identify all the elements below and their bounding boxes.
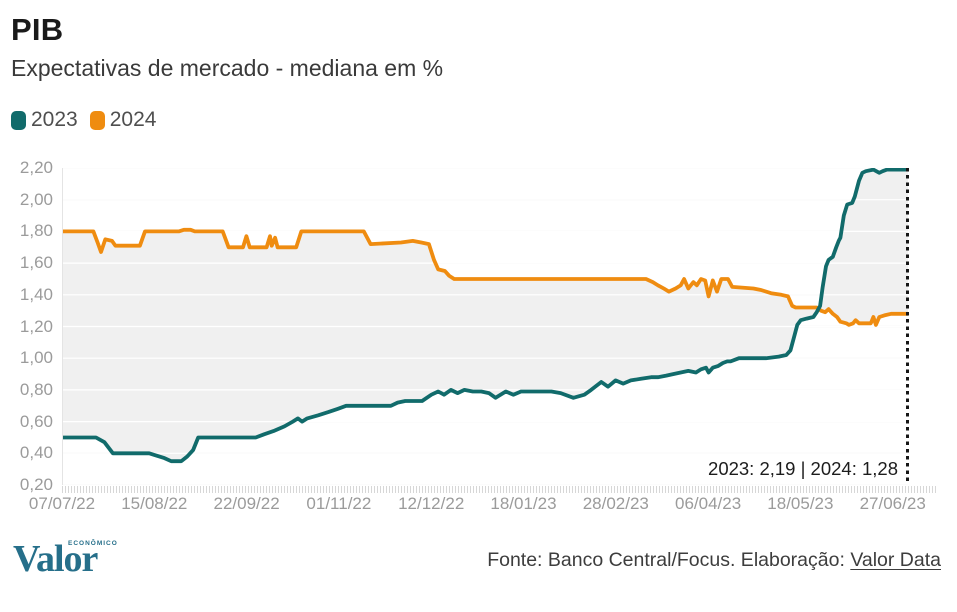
- y-tick-label: 0,40: [19, 443, 53, 463]
- y-tick-label: 1,40: [19, 284, 53, 304]
- x-tick-label: 07/07/22: [28, 494, 96, 513]
- plot-svg: [63, 168, 908, 485]
- y-tick-label: 0,80: [19, 379, 53, 399]
- logo-economico-text: ECONÔMICO: [68, 540, 118, 547]
- chart-subtitle: Expectativas de mercado - mediana em %: [11, 55, 444, 81]
- end-values-annotation: 2023: 2,19 | 2024: 1,28: [708, 458, 898, 479]
- legend-swatch: [11, 110, 26, 130]
- plot-area: 2023: 2,19 | 2024: 1,28: [62, 168, 909, 485]
- minor-tick-strip: [62, 486, 938, 493]
- valor-data-link[interactable]: Valor Data: [850, 549, 941, 571]
- legend-label: 2024: [109, 108, 157, 131]
- x-tick-label: 12/12/22: [398, 494, 465, 513]
- source-text: Fonte: Banco Central/Focus. Elaboração: …: [487, 549, 941, 572]
- x-tick-label: 01/11/22: [306, 494, 372, 513]
- legend: 2023 2024: [11, 108, 156, 132]
- x-tick-label: 27/06/23: [859, 494, 926, 513]
- page-title: PIB: [11, 12, 64, 47]
- x-tick-label: 06/04/23: [675, 494, 742, 513]
- x-tick-label: 28/02/23: [582, 494, 649, 513]
- legend-swatch: [89, 110, 105, 130]
- legend-item-2023[interactable]: 2023: [11, 108, 78, 132]
- y-tick-label: 1,20: [19, 316, 53, 336]
- y-tick-label: 1,60: [19, 253, 53, 273]
- x-tick-label: 22/09/22: [213, 494, 280, 513]
- y-axis-labels: 2,20 2,00 1,80 1,60 1,40 1,20 1,00 0,80 0,60 0,40…: [0, 158, 53, 494]
- valor-economico-logo: ECONÔMICO Valor: [13, 538, 117, 580]
- y-tick-label: 0,60: [19, 411, 53, 431]
- y-tick-label: 1,80: [19, 221, 53, 241]
- legend-label: 2023: [31, 108, 78, 131]
- x-tick-label: 15/08/22: [121, 494, 188, 513]
- source-prefix: Fonte: Banco Central/Focus. Elaboração:: [487, 549, 851, 571]
- y-tick-label: 2,00: [19, 189, 53, 209]
- logo-valor-text: Valor: [13, 538, 98, 580]
- x-axis-labels: 07/07/22 15/08/22 22/09/22 01/11/22 12/12/22…: [29, 494, 926, 516]
- legend-item-2024[interactable]: 2024: [89, 108, 157, 132]
- y-tick-label: 0,20: [19, 475, 53, 494]
- y-tick-label: 1,00: [19, 348, 53, 368]
- x-tick-label: 18/05/23: [767, 494, 834, 513]
- cutoff-dotted-line: [906, 168, 909, 485]
- y-tick-label: 2,20: [19, 158, 53, 177]
- x-tick-label: 18/01/23: [490, 494, 557, 513]
